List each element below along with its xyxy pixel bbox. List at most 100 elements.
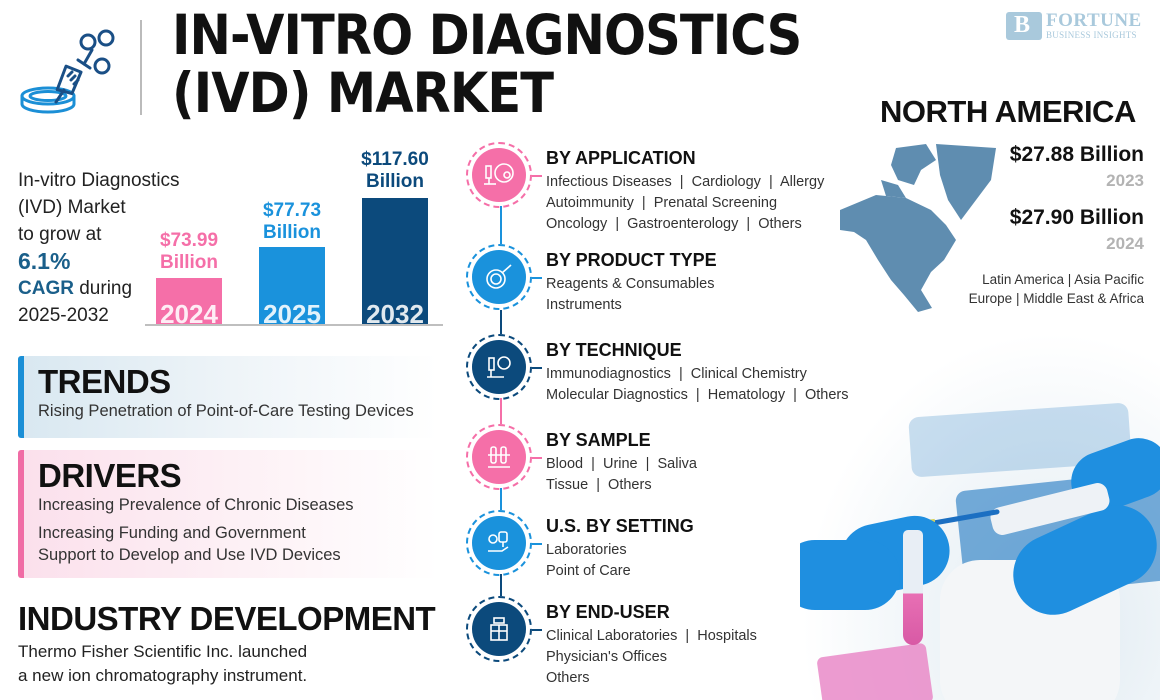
- bar-year-label: 2032: [366, 299, 424, 329]
- bar-value-label: $117.60 Billion: [340, 149, 450, 193]
- industry-line2: a new ion chromatography instrument.: [18, 666, 308, 685]
- segment-line: Immunodiagnostics | Clinical Chemistry: [546, 366, 807, 382]
- segment-items: Immunodiagnostics | Clinical Chemistry M…: [546, 364, 848, 406]
- lab-building-icon: [472, 602, 526, 656]
- growth-period: 2025-2032: [18, 305, 109, 326]
- segment-line: Tissue | Others: [546, 477, 652, 493]
- cagr-label: CAGR: [18, 278, 74, 299]
- trends-title: TRENDS: [38, 363, 171, 400]
- market-size-chart: 2024 $73.99 Billion 2025 $77.73 Billion …: [145, 140, 445, 329]
- segment-us-by-setting: U.S. BY SETTING Laboratories Point of Ca…: [466, 510, 886, 590]
- drivers-title: DRIVERS: [38, 457, 182, 494]
- industry-line1: Thermo Fisher Scientific Inc. launched: [18, 642, 308, 661]
- segment-ring: [466, 334, 532, 400]
- bar-2024: 2024: [156, 278, 222, 329]
- brand-subtitle: BUSINESS INSIGHTS: [1046, 30, 1137, 40]
- region-value-2024: $27.90 Billion: [1009, 206, 1144, 229]
- segment-line: Autoimmunity | Prenatal Screening: [546, 195, 778, 211]
- bar-value-unit: Billion: [159, 252, 219, 273]
- segment-connector: [500, 488, 502, 510]
- microscope-cell-icon: [472, 148, 526, 202]
- trends-panel: TRENDS Rising Penetration of Point-of-Ca…: [18, 356, 438, 438]
- brand-mark-icon: [1006, 12, 1042, 40]
- trend-item: Rising Penetration of Point-of-Care Test…: [38, 402, 414, 420]
- page-title-line2: (IVD) MARKET: [172, 61, 554, 125]
- segment-items: Reagents & Consumables Instruments: [546, 274, 714, 316]
- growth-line2: (IVD) Market: [18, 197, 126, 218]
- lab-photo: [800, 330, 1160, 700]
- segment-items: Clinical Laboratories | Hospitals Physic…: [546, 626, 757, 689]
- header-divider: [140, 20, 142, 115]
- segment-connector: [500, 574, 502, 596]
- test-tubes-icon: [472, 430, 526, 484]
- segment-line: Instruments: [546, 297, 622, 313]
- drivers-panel: DRIVERS Increasing Prevalence of Chronic…: [18, 450, 438, 578]
- segment-by-product-type: BY PRODUCT TYPE Reagents & Consumables I…: [466, 244, 886, 324]
- segment-by-sample: BY SAMPLE Blood | Urine | Saliva Tissue …: [466, 424, 886, 504]
- bar-value-unit: Billion: [365, 171, 425, 192]
- other-regions: Latin America | Asia Pacific Europe | Mi…: [969, 270, 1144, 308]
- segment-line: Molecular Diagnostics | Hematology | Oth…: [546, 387, 849, 403]
- segment-line: Clinical Laboratories | Hospitals: [546, 628, 757, 644]
- cagr-line: CAGR during: [18, 275, 180, 302]
- driver-item-cont: Support to Develop and Use IVD Devices: [38, 546, 341, 564]
- segment-title: BY SAMPLE: [546, 430, 651, 450]
- segment-ring: [466, 510, 532, 576]
- segment-line: Laboratories: [546, 542, 627, 558]
- segment-connector: [500, 310, 502, 334]
- cagr-value: 6.1%: [18, 248, 71, 274]
- segment-title: BY APPLICATION: [546, 148, 696, 168]
- growth-line1: In-vitro Diagnostics: [18, 170, 180, 191]
- segment-ring: [466, 424, 532, 490]
- brand-name: FORTUNE: [1046, 10, 1142, 31]
- bar-value-amount: $73.99: [159, 230, 219, 251]
- region-value-2023: $27.88 Billion: [1009, 143, 1144, 166]
- segment-line: Blood | Urine | Saliva: [546, 456, 697, 472]
- segment-title: BY TECHNIQUE: [546, 340, 682, 360]
- segment-line: Oncology | Gastroenterology | Others: [546, 216, 802, 232]
- growth-line3: to grow at: [18, 224, 102, 245]
- north-america-map-icon: [836, 140, 1006, 315]
- bar-2025: 2025: [259, 247, 325, 329]
- segment-line: Others: [546, 670, 590, 686]
- industry-development-title: INDUSTRY DEVELOPMENT: [18, 600, 436, 637]
- segment-by-end-user: BY END-USER Clinical Laboratories | Hosp…: [466, 596, 886, 686]
- segment-title: BY PRODUCT TYPE: [546, 250, 717, 270]
- segment-by-application: BY APPLICATION Infectious Diseases | Car…: [466, 142, 886, 232]
- segment-line: Reagents & Consumables: [546, 276, 715, 292]
- segment-ring: [466, 244, 532, 310]
- segment-items: Blood | Urine | Saliva Tissue | Others: [546, 454, 697, 496]
- segment-items: Infectious Diseases | Cardiology | Aller…: [546, 172, 824, 235]
- segment-connector: [500, 206, 502, 244]
- segment-connector: [500, 398, 502, 424]
- segment-line: Physician's Offices: [546, 649, 667, 665]
- segment-ring: [466, 596, 532, 662]
- page-title-line1: IN-VITRO DIAGNOSTICS: [172, 3, 802, 67]
- bar-value-amount: $117.60: [361, 149, 429, 170]
- other-regions-line2: Europe | Middle East & Africa: [968, 291, 1144, 306]
- segment-line: Point of Care: [546, 563, 631, 579]
- petri-dish-pipette-icon: [472, 250, 526, 304]
- other-regions-line1: Latin America | Asia Pacific: [982, 272, 1144, 287]
- cagr-during: during: [73, 278, 133, 299]
- driver-item: Increasing Prevalence of Chronic Disease…: [38, 496, 354, 514]
- region-title: NORTH AMERICA: [880, 94, 1136, 129]
- chart-baseline: [145, 324, 443, 326]
- segment-ring: [466, 142, 532, 208]
- bar-value-label: $73.99 Billion: [134, 230, 244, 274]
- segment-items: Laboratories Point of Care: [546, 540, 631, 582]
- driver-item: Increasing Funding and Government: [38, 524, 306, 542]
- bar-year-label: 2024: [160, 299, 218, 329]
- growth-summary: In-vitro Diagnostics (IVD) Market to gro…: [18, 167, 180, 329]
- segment-by-technique: BY TECHNIQUE Immunodiagnostics | Clinica…: [466, 334, 886, 414]
- bar-value-amount: $77.73: [262, 200, 322, 221]
- bar-value-label: $77.73 Billion: [237, 200, 347, 244]
- region-year-2024: 2024: [1106, 234, 1144, 253]
- syringe-petri-dish-icon: [18, 14, 118, 114]
- hand-dropper-icon: [472, 516, 526, 570]
- region-year-2023: 2023: [1106, 171, 1144, 190]
- segment-line: Infectious Diseases | Cardiology | Aller…: [546, 174, 825, 190]
- segment-title: U.S. BY SETTING: [546, 516, 694, 536]
- bar-year-label: 2025: [263, 299, 321, 329]
- bar-value-unit: Billion: [262, 222, 322, 243]
